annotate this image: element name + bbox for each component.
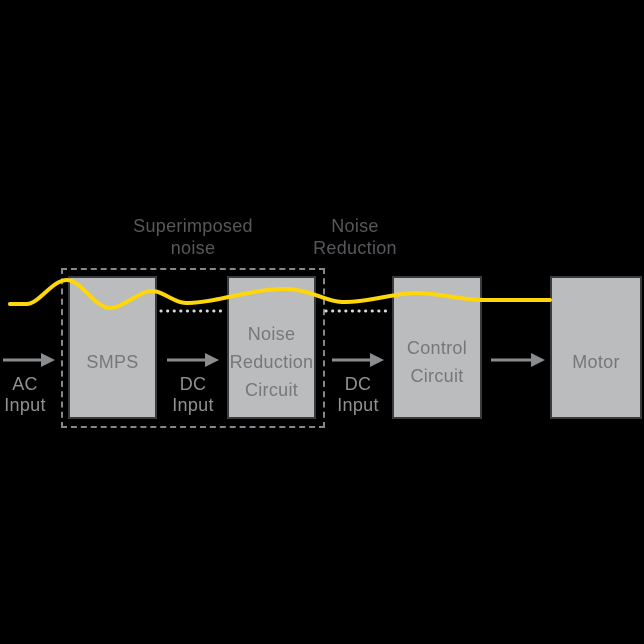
dc-input-label-1: DC Input [172, 374, 214, 416]
superimposed-noise-label-line2: noise [170, 238, 216, 258]
dc-input-label-1-line1: DC [179, 374, 207, 394]
noise-reduction-label: Noise Reduction [313, 215, 397, 259]
ac-input-label-line2: Input [4, 395, 46, 415]
block-control-circuit: Control Circuit [392, 276, 482, 419]
block-motor-label: Motor [572, 352, 620, 372]
block-noise-reduction-circuit-label-line3: Circuit [244, 380, 299, 400]
block-control-circuit-label-line1: Control [406, 338, 468, 358]
dc-input-label-2-line2: Input [337, 395, 379, 415]
superimposed-noise-label: Superimposed noise [133, 215, 253, 259]
dc-input-arrow-2 [332, 353, 384, 367]
block-noise-reduction-circuit-label-line1: Noise [247, 324, 296, 344]
noise-reduction-label-line2: Reduction [313, 238, 397, 258]
ac-input-arrow-head [41, 353, 55, 367]
noise-reduction-label-line1: Noise [331, 216, 379, 236]
block-noise-reduction-circuit: Noise Reduction Circuit [227, 276, 316, 419]
control-to-motor-arrow [491, 353, 545, 367]
ac-input-label: AC Input [4, 374, 46, 416]
block-motor: Motor [550, 276, 642, 419]
dc-input-label-2: DC Input [337, 374, 379, 416]
dc-input-label-1-line2: Input [172, 395, 214, 415]
block-control-circuit-label-line2: Circuit [410, 366, 464, 386]
superimposed-noise-label-line1: Superimposed [133, 216, 253, 236]
ac-input-label-line1: AC [12, 374, 38, 394]
dc-input-arrow-2-head [370, 353, 384, 367]
block-noise-reduction-circuit-label-line2: Reduction [229, 352, 314, 372]
ac-input-arrow [3, 353, 55, 367]
control-to-motor-arrow-head [531, 353, 545, 367]
superimposed-noise-region-outline [61, 268, 325, 428]
dc-input-label-2-line1: DC [344, 374, 372, 394]
block-smps: SMPS [68, 276, 157, 419]
block-smps-label: SMPS [86, 352, 139, 372]
